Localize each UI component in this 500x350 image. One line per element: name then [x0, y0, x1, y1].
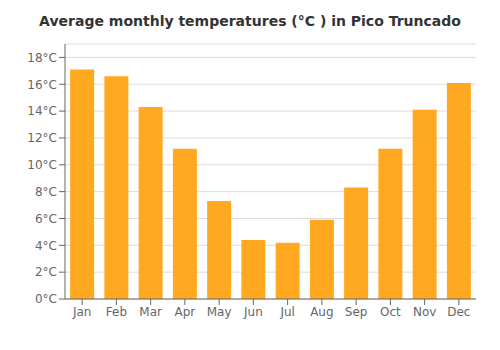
svg-text:6°C: 6°C	[35, 212, 57, 226]
svg-text:Dec: Dec	[447, 305, 470, 319]
html-text:Average monthly temperatures (: Average monthly temperatures (°C ) in Pi…	[39, 13, 461, 29]
svg-text:Apr: Apr	[174, 305, 195, 319]
svg-text:Jun: Jun	[243, 305, 263, 319]
svg-text:12°C: 12°C	[27, 131, 57, 145]
svg-text:18°C: 18°C	[27, 51, 57, 65]
svg-text:Feb: Feb	[106, 305, 127, 319]
svg-text:Oct: Oct	[380, 305, 401, 319]
svg-text:8°C: 8°C	[35, 185, 57, 199]
svg-text:Sep: Sep	[345, 305, 368, 319]
svg-text:2°C: 2°C	[35, 265, 57, 279]
svg-text:Jan: Jan	[72, 305, 92, 319]
svg-text:0°C: 0°C	[35, 292, 57, 306]
svg-text:10°C: 10°C	[27, 158, 57, 172]
svg-text:Jul: Jul	[279, 305, 294, 319]
svg-text:Mar: Mar	[139, 305, 162, 319]
svg-text:4°C: 4°C	[35, 239, 57, 253]
svg-text:Nov: Nov	[413, 305, 436, 319]
svg-text:14°C: 14°C	[27, 104, 57, 118]
svg-text:16°C: 16°C	[27, 78, 57, 92]
svg-text:Aug: Aug	[310, 305, 333, 319]
svg-text:May: May	[207, 305, 232, 319]
